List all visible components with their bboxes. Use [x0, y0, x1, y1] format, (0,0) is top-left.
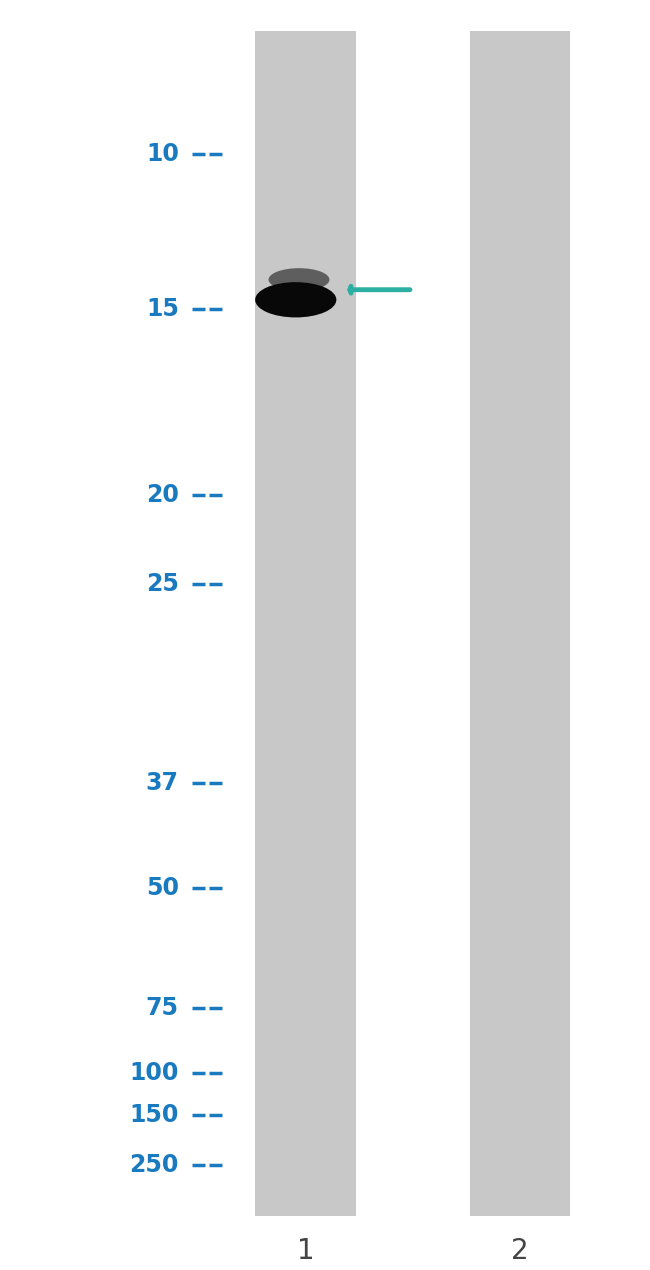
- Bar: [469, 32, 571, 1215]
- Text: 37: 37: [146, 771, 179, 795]
- Text: 100: 100: [129, 1062, 179, 1085]
- Text: 2: 2: [511, 1237, 529, 1265]
- Ellipse shape: [255, 282, 337, 318]
- Text: 50: 50: [146, 876, 179, 900]
- Text: 10: 10: [146, 142, 179, 165]
- Text: 25: 25: [146, 573, 179, 597]
- Text: 20: 20: [146, 483, 179, 507]
- Text: 250: 250: [129, 1153, 179, 1177]
- Text: 75: 75: [146, 996, 179, 1020]
- Text: 15: 15: [146, 297, 179, 320]
- Text: 1: 1: [296, 1237, 315, 1265]
- Ellipse shape: [268, 268, 330, 291]
- Text: 150: 150: [129, 1102, 179, 1126]
- Bar: [255, 32, 356, 1215]
